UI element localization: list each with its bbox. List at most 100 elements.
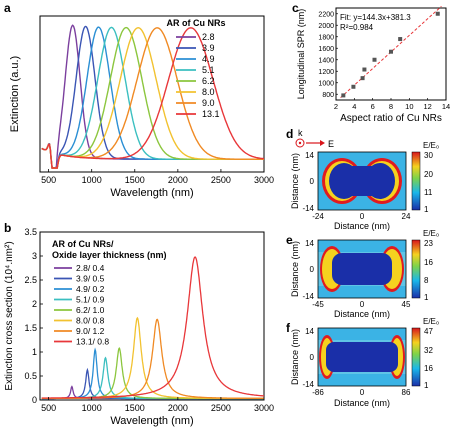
legend-label: 13.1 [202, 109, 220, 119]
colorbar-tick: 1 [424, 293, 429, 302]
y-tick: 0 [310, 177, 315, 186]
x-tick-label: 8 [389, 102, 393, 111]
fit-equation: Fit: y=144.3x+381.3 [340, 13, 411, 22]
nanorod [332, 253, 392, 285]
plot-frame [39, 15, 265, 173]
x-tick: -86 [312, 388, 324, 397]
y-tick: -14 [302, 380, 314, 389]
x-tick-label: 12 [423, 102, 431, 111]
y-axis-label: Distance (nm) [290, 241, 300, 297]
x-tick-label: 6 [371, 102, 375, 111]
panel-letter: a [4, 1, 11, 15]
data-point [389, 49, 393, 54]
x-tick-label: 1500 [125, 403, 145, 413]
y-tick-label: 1.5 [24, 323, 37, 333]
y-tick: 14 [305, 239, 314, 248]
y-tick-label: 1000 [318, 80, 334, 87]
legend-label: 2.8 [202, 32, 215, 42]
colorbar-tick: 1 [424, 381, 429, 390]
data-point [435, 11, 440, 16]
y-tick-label: 3 [32, 251, 37, 261]
legend-label: 5.1 [202, 65, 215, 75]
x-tick-label: 10 [405, 102, 413, 111]
y-tick-label: 1400 [318, 57, 334, 64]
extinction-curves [41, 24, 265, 169]
y-tick-label: 1200 [318, 69, 334, 76]
x-axis-label: Wavelength (nm) [110, 415, 193, 427]
panel-letter: c [292, 1, 299, 15]
panel-c: c 2 4 6 8 10 12 14 800 1000 1200 1400 1600 1800 2000… [292, 1, 450, 124]
series-line [41, 26, 264, 169]
y-tick-label: 2.5 [24, 275, 37, 285]
colorbar [411, 239, 421, 299]
legend-label: 4.9 [202, 54, 215, 64]
fit-r-squared: R²=0.984 [340, 23, 374, 32]
e-field-label: E [328, 139, 334, 149]
colorbar-tick: 8 [424, 276, 429, 285]
x-axis-label: Distance (nm) [334, 309, 390, 319]
nanorod [344, 166, 380, 196]
legend: 2.83.94.95.16.28.09.013.1 [176, 32, 220, 119]
series-line [41, 367, 264, 400]
y-tick-label: 3.5 [24, 227, 37, 237]
fit-line [340, 5, 442, 98]
x-tick: 24 [402, 212, 411, 221]
x-tick: 0 [360, 212, 365, 221]
y-ticks: 0 0.5 1 1.5 2 2.5 3 3.5 [24, 227, 43, 405]
colorbar-title: E/E₀ [423, 141, 439, 150]
x-tick-label: 1000 [82, 175, 102, 185]
legend-label: 9.0 [202, 98, 215, 108]
colorbar-tick: 47 [424, 327, 433, 336]
y-tick: 14 [305, 151, 314, 160]
data-point [372, 57, 377, 62]
panel-e: e E/E₀ 23 16 8 1 14 0 -14 -45 0 45 Dista… [286, 229, 439, 319]
series-line [41, 24, 264, 169]
x-tick-label: 2000 [168, 175, 188, 185]
colorbar-tick: 11 [424, 188, 433, 197]
data-point [351, 84, 356, 89]
k-vector-label: k [298, 128, 303, 138]
k-vector-icon [295, 138, 305, 148]
x-axis-label: Distance (nm) [334, 398, 390, 408]
colorbar-tick: 30 [424, 151, 433, 160]
legend-label: 4.9/ 0.2 [76, 284, 105, 294]
y-tick-label: 2 [32, 299, 37, 309]
series-line [41, 25, 264, 169]
x-tick-label: 2 [334, 102, 338, 111]
series-line [41, 26, 264, 169]
colorbar [411, 151, 421, 211]
x-axis-label: Distance (nm) [334, 221, 390, 231]
panel-letter: f [286, 321, 291, 335]
legend-label: 6.2 [202, 76, 215, 86]
y-tick-label: 0 [32, 395, 37, 405]
x-tick-label: 3000 [254, 403, 274, 413]
k-vector-dot-icon [298, 141, 302, 145]
panel-f: f E/E₀ 47 32 16 1 14 0 -14 -86 0 86 Dist… [286, 317, 439, 408]
y-tick: 14 [305, 327, 314, 336]
colorbar-tick: 16 [424, 364, 433, 373]
colorbar-tick: 23 [424, 239, 433, 248]
y-tick-label: 2200 [318, 11, 334, 18]
legend-label: 2.8/ 0.4 [76, 263, 105, 273]
legend-title-line2: Oxide layer thickness (nm) [52, 250, 167, 260]
legend-label: 8.0 [202, 87, 215, 97]
y-tick: -14 [302, 204, 314, 213]
colorbar-tick: 16 [424, 258, 433, 267]
series-line [41, 26, 264, 169]
panel-letter: e [286, 233, 293, 247]
legend-label: 5.1/ 0.9 [76, 295, 105, 305]
y-tick: -14 [302, 292, 314, 301]
x-tick: 86 [402, 388, 411, 397]
panel-a: a 500 1000 1500 2000 2500 3000 Wavelength (nm… [4, 1, 274, 199]
x-tick-label: 1500 [125, 175, 145, 185]
y-tick-label: 800 [322, 92, 334, 99]
x-tick: -45 [312, 300, 324, 309]
x-ticks: 500 1000 1500 2000 2500 3000 [41, 397, 274, 413]
x-tick: 0 [360, 388, 365, 397]
y-tick: 0 [310, 353, 315, 362]
x-axis-label: Aspect ratio of Cu NRs [340, 113, 442, 124]
x-axis-label: Wavelength (nm) [110, 187, 193, 199]
e-field-arrowhead-icon [320, 140, 325, 146]
panel-b: b 500 1000 1500 2000 2500 3000 0 0.5 1 1.5 2 2.5 3 3… [4, 221, 274, 427]
colorbar-title: E/E₀ [423, 317, 439, 326]
